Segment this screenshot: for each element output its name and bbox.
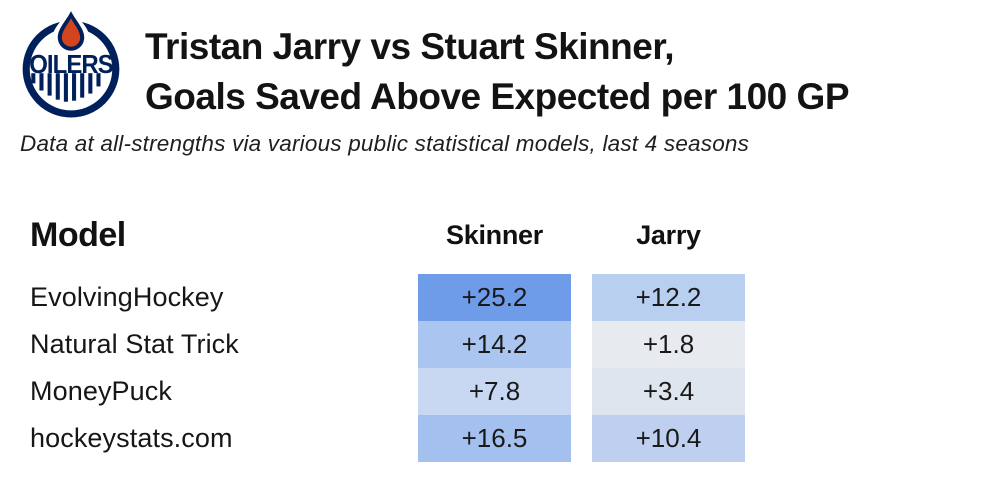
title-line-2: Goals Saved Above Expected per 100 GP (145, 76, 850, 117)
column-header-skinner: Skinner (446, 219, 543, 250)
subtitle: Data at all-strengths via various public… (20, 131, 750, 156)
model-name: MoneyPuck (30, 376, 172, 406)
title-line-1: Tristan Jarry vs Stuart Skinner, (145, 26, 674, 67)
column-header-model: Model (30, 215, 126, 254)
oilers-logo: OILERS (22, 7, 120, 118)
column-gap (571, 415, 592, 462)
jarry-value-cell: +10.4 (592, 415, 745, 462)
jarry-value-cell: +1.8 (592, 321, 745, 368)
model-name: hockeystats.com (30, 423, 233, 453)
skinner-value-cell: +16.5 (418, 415, 571, 462)
model-name: Natural Stat Trick (30, 329, 239, 359)
logo-drips (31, 73, 101, 102)
skinner-value-cell: +14.2 (418, 321, 571, 368)
oil-drop-icon (61, 18, 81, 47)
table-body: EvolvingHockey +25.2 +12.2 Natural Stat … (0, 274, 1000, 462)
jarry-value-cell: +3.4 (592, 368, 745, 415)
jarry-value-cell: +12.2 (592, 274, 745, 321)
table-row: hockeystats.com +16.5 +10.4 (0, 415, 1000, 462)
column-gap (571, 321, 592, 368)
column-header-jarry: Jarry (636, 219, 701, 250)
model-name: EvolvingHockey (30, 282, 224, 312)
column-gap (571, 368, 592, 415)
column-gap (571, 274, 592, 321)
page-title: Tristan Jarry vs Stuart Skinner, Goals Sa… (145, 22, 990, 122)
table-header-row: Model Skinner Jarry (0, 213, 1000, 257)
table-row: Natural Stat Trick +14.2 +1.8 (0, 321, 1000, 368)
skinner-value-cell: +7.8 (418, 368, 571, 415)
table-row: MoneyPuck +7.8 +3.4 (0, 368, 1000, 415)
skinner-value-cell: +25.2 (418, 274, 571, 321)
table-row: EvolvingHockey +25.2 +12.2 (0, 274, 1000, 321)
